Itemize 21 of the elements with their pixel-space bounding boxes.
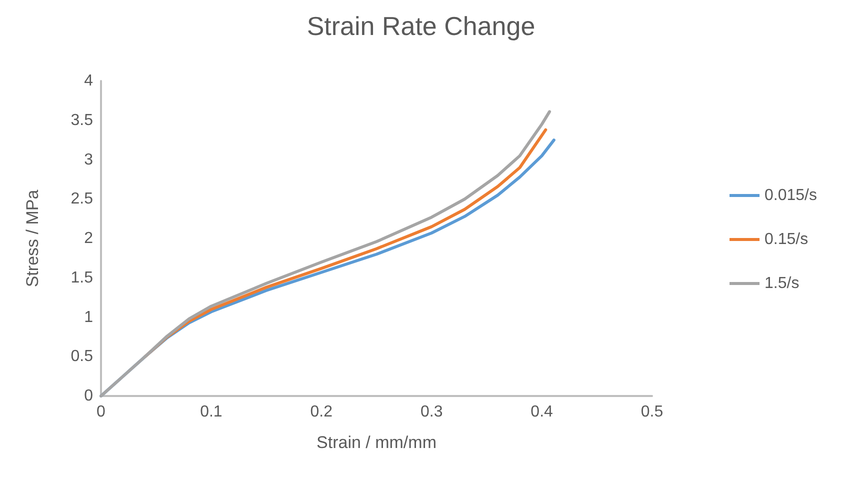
- y-axis-title: Stress / MPa: [23, 189, 42, 288]
- x-tick-label: 0.1: [200, 404, 222, 420]
- chart-title: Strain Rate Change: [306, 11, 536, 41]
- x-tick-label: 0.5: [640, 404, 664, 420]
- y-tick-label: 2: [84, 230, 94, 247]
- y-tick-label: 2.5: [70, 190, 94, 208]
- y-tick-label: 1: [84, 308, 94, 326]
- x-tick-label: 0: [96, 404, 106, 420]
- y-tick-label: 3: [84, 151, 94, 168]
- y-tick-label: 1.5: [70, 269, 94, 286]
- legend-label: 1.5/s: [764, 275, 800, 292]
- x-tick-label: 0.3: [420, 404, 443, 420]
- x-axis-title: Strain / mm/mm: [316, 433, 436, 452]
- y-tick-label: 0.5: [70, 348, 94, 366]
- x-tick-label: 0.2: [310, 404, 333, 420]
- x-tick-label: 0.4: [530, 404, 554, 420]
- y-tick-label: 3.5: [70, 112, 94, 129]
- legend-label: 0.15/s: [764, 231, 808, 248]
- y-tick-label: 4: [84, 72, 94, 90]
- legend-label: 0.015/s: [764, 187, 817, 204]
- y-tick-label: 0: [84, 388, 94, 404]
